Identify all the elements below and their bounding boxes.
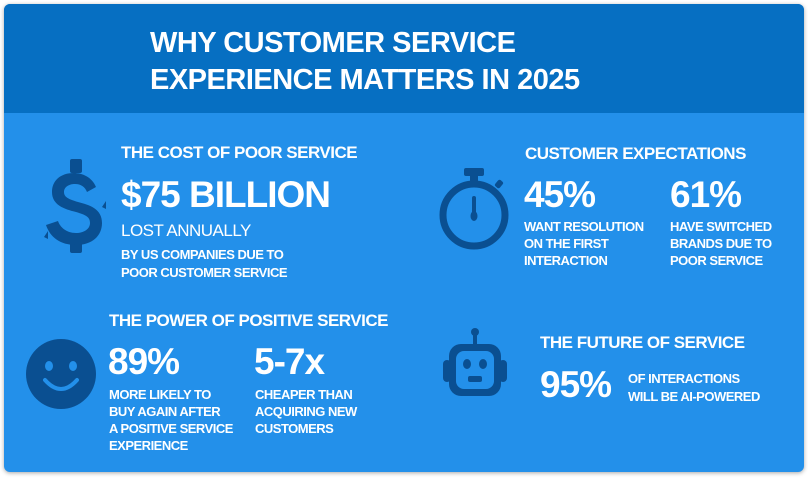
stat-89-line-3: A POSITIVE SERVICE xyxy=(109,421,233,436)
cost-heading: THE COST OF POOR SERVICE xyxy=(121,143,358,162)
infographic-card: WHY CUSTOMER SERVICE EXPERIENCE MATTERS … xyxy=(4,4,804,472)
stat-45-value: 45% xyxy=(524,174,596,215)
stat-89-line-4: EXPERIENCE xyxy=(109,438,188,453)
title-line-2: EXPERIENCE MATTERS IN 2025 xyxy=(150,64,580,96)
stat-95-line-2: WILL BE AI-POWERED xyxy=(628,389,760,404)
positive-heading: THE POWER OF POSITIVE SERVICE xyxy=(109,311,388,330)
stat-95-line-1: OF INTERACTIONS xyxy=(628,371,740,386)
stat-89-value: 89% xyxy=(108,341,180,382)
expectations-heading: CUSTOMER EXPECTATIONS xyxy=(525,144,746,163)
stat-61-line-1: HAVE SWITCHED xyxy=(670,219,772,234)
stopwatch-icon xyxy=(439,168,509,250)
title-line-1: WHY CUSTOMER SERVICE xyxy=(150,27,516,59)
stat-5-7x-value: 5-7x xyxy=(254,341,325,382)
robot-icon xyxy=(443,328,507,396)
stat-61-value: 61% xyxy=(670,174,742,215)
cost-desc-2: POOR CUSTOMER SERVICE xyxy=(121,265,288,280)
stat-61-line-3: POOR SERVICE xyxy=(670,253,763,268)
stat-89-line-1: MORE LIKELY TO xyxy=(109,387,211,402)
smiley-face-icon xyxy=(26,339,96,409)
header-band xyxy=(4,4,804,113)
stat-5-7x-line-1: CHEAPER THAN xyxy=(255,387,353,402)
dollar-sign-icon xyxy=(44,159,106,253)
stat-5-7x-line-3: CUSTOMERS xyxy=(255,421,334,436)
stat-45-line-2: ON THE FIRST xyxy=(524,236,609,251)
future-heading: THE FUTURE OF SERVICE xyxy=(540,333,745,352)
cost-sub: LOST ANNUALLY xyxy=(121,221,251,240)
cost-value: $75 BILLION xyxy=(121,174,331,215)
stat-45-line-3: INTERACTION xyxy=(524,253,608,268)
cost-desc-1: BY US COMPANIES DUE TO xyxy=(121,247,284,262)
stat-5-7x-line-2: ACQUIRING NEW xyxy=(255,404,357,419)
stat-45-line-1: WANT RESOLUTION xyxy=(524,219,644,234)
stat-89-line-2: BUY AGAIN AFTER xyxy=(109,404,221,419)
stat-61-line-2: BRANDS DUE TO xyxy=(670,236,772,251)
stat-95-value: 95% xyxy=(540,364,612,405)
